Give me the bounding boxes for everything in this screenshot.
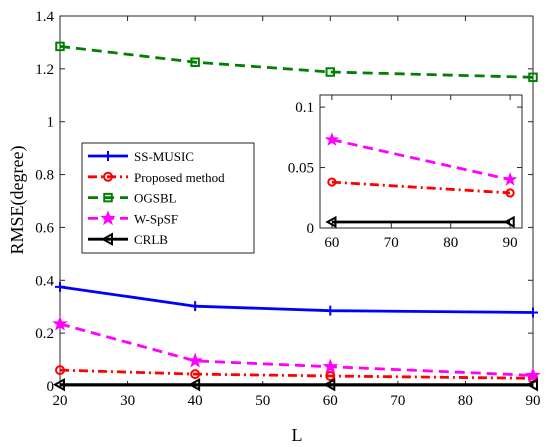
main-y-tick-label: 1 bbox=[47, 115, 55, 131]
legend: SS-MUSIC Proposed method OGSBL W-SpSF CRLB bbox=[81, 142, 255, 254]
main-series-point-1 bbox=[190, 369, 201, 380]
y-axis-label: RMSE(degree) bbox=[7, 146, 28, 255]
legend-swatch-marker bbox=[100, 232, 113, 246]
main-series-point-3 bbox=[525, 367, 541, 383]
legend-swatch-marker bbox=[103, 151, 113, 161]
inset-plot: 60 70 80 90 0 0.05 0.1 bbox=[288, 94, 523, 251]
main-series-point-4 bbox=[188, 377, 201, 392]
inset-series-point-2 bbox=[325, 215, 337, 229]
main-y-tick-label: 0.6 bbox=[35, 220, 54, 236]
x-axis-label: L bbox=[292, 425, 303, 445]
main-series-point-2 bbox=[190, 57, 200, 67]
main-series-point-2 bbox=[528, 72, 538, 83]
inset-x-tick-label: 70 bbox=[384, 235, 399, 251]
main-series-line-3 bbox=[59, 322, 534, 377]
inset-series-point-1 bbox=[505, 188, 515, 198]
main-series-point-2 bbox=[325, 67, 336, 77]
legend-entry-label: OGSBL bbox=[134, 191, 177, 206]
main-series-point-4 bbox=[52, 377, 65, 392]
inset-x-tick-label: 90 bbox=[503, 235, 518, 251]
main-series-point-0 bbox=[55, 281, 65, 292]
legend-swatch-marker bbox=[103, 171, 113, 182]
main-y-tick-label: 1.4 bbox=[35, 9, 54, 25]
inset-series-point-2 bbox=[503, 215, 515, 229]
main-series-point-4 bbox=[525, 377, 538, 392]
main-series-point-3 bbox=[52, 315, 68, 331]
inset-x-tick-label: 60 bbox=[324, 235, 339, 251]
inset-series-point-0 bbox=[502, 172, 518, 186]
main-x-tick-label: 30 bbox=[120, 393, 135, 409]
main-x-tick-label: 90 bbox=[526, 393, 541, 409]
main-y-tick-label: 0.2 bbox=[35, 326, 54, 342]
legend-swatch-marker bbox=[103, 192, 113, 203]
main-x-tick-label: 20 bbox=[53, 393, 68, 409]
main-series-point-3 bbox=[322, 358, 339, 374]
inset-y-tick-label: 0.1 bbox=[295, 100, 314, 116]
legend-entry-label: SS-MUSIC bbox=[134, 149, 194, 164]
main-x-tick-label: 40 bbox=[188, 393, 203, 409]
main-x-tick-label: 80 bbox=[458, 393, 473, 409]
main-y-tick-label: 0.4 bbox=[35, 273, 54, 289]
main-x-tick-label: 60 bbox=[323, 393, 338, 409]
inset-series-point-0 bbox=[324, 132, 340, 146]
inset-series-line-1 bbox=[331, 180, 511, 195]
inset-x-tick-label: 80 bbox=[443, 235, 458, 251]
main-series-line-0 bbox=[59, 285, 534, 314]
legend-entry-label: CRLB bbox=[134, 232, 168, 247]
legend-swatch-marker bbox=[100, 210, 116, 226]
main-series-point-2 bbox=[55, 41, 65, 52]
inset-series-line-0 bbox=[331, 138, 511, 181]
main-series-point-0 bbox=[190, 301, 201, 312]
main-y-tick-label: 1.2 bbox=[35, 62, 54, 78]
inset-y-tick-label: 0 bbox=[307, 221, 315, 237]
main-series-point-3 bbox=[187, 352, 204, 368]
main-series-line-2 bbox=[59, 45, 534, 79]
main-series-point-0 bbox=[528, 307, 538, 318]
main-x-tick-label: 70 bbox=[390, 393, 405, 409]
inset-y-tick-label: 0.05 bbox=[288, 161, 314, 177]
main-series-point-1 bbox=[325, 370, 336, 381]
main-series-point-1 bbox=[55, 365, 65, 376]
main-y-tick-label: 0 bbox=[47, 379, 55, 395]
main-x-tick-label: 50 bbox=[255, 393, 270, 409]
inset-series-point-1 bbox=[327, 177, 337, 187]
main-series-point-4 bbox=[323, 377, 336, 392]
main-series-point-0 bbox=[325, 305, 336, 316]
legend-entry-label: Proposed method bbox=[134, 170, 225, 185]
legend-entry-label: W-SpSF bbox=[134, 211, 178, 226]
inset-axes-box bbox=[319, 94, 523, 229]
main-y-tick-label: 0.8 bbox=[35, 168, 54, 184]
